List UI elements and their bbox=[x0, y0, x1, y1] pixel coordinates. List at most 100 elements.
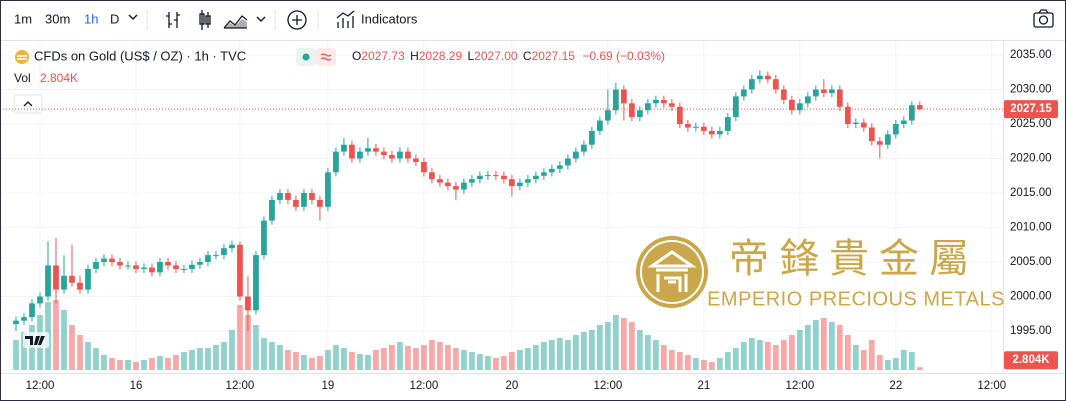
change: −0.69 (−0.03%) bbox=[582, 49, 665, 63]
volume-bar bbox=[413, 348, 419, 370]
collapse-button[interactable] bbox=[13, 94, 43, 114]
candle-body bbox=[325, 172, 331, 207]
volume-bar bbox=[868, 340, 875, 370]
candle-body bbox=[445, 182, 451, 187]
volume-bar bbox=[764, 342, 771, 370]
candle-body bbox=[461, 182, 467, 190]
indicators-button[interactable]: Indicators bbox=[361, 11, 418, 26]
volume-bar bbox=[285, 350, 291, 370]
volume-bar bbox=[421, 345, 427, 370]
candle-body bbox=[860, 122, 867, 128]
volume-bar bbox=[397, 342, 403, 370]
candle-body bbox=[772, 79, 779, 90]
bar-style-icon[interactable] bbox=[166, 12, 180, 28]
volume-bar bbox=[325, 350, 331, 370]
candle-body bbox=[397, 151, 403, 159]
watermark-english: EMPERIO PRECIOUS METALS bbox=[707, 288, 1005, 310]
interval-button[interactable]: 1h bbox=[84, 11, 98, 26]
candle-style-icon[interactable] bbox=[199, 10, 211, 30]
candle-body bbox=[612, 89, 619, 111]
data-delay[interactable] bbox=[316, 48, 336, 66]
volume-bar bbox=[501, 356, 507, 370]
candle-body bbox=[748, 79, 755, 90]
volume-bar bbox=[900, 350, 907, 370]
volume-bar bbox=[612, 315, 619, 370]
candle-body bbox=[557, 165, 563, 169]
interval-button[interactable]: 1m bbox=[14, 11, 32, 26]
volume-bar bbox=[652, 340, 659, 370]
interval-button[interactable]: 30m bbox=[45, 11, 70, 26]
volume-bar bbox=[101, 355, 107, 370]
volume-bar bbox=[908, 352, 915, 370]
ohlc-value: 2027.73 bbox=[361, 49, 405, 63]
candle-body bbox=[173, 265, 179, 269]
x-tick-label: 22 bbox=[889, 380, 902, 392]
y-tick-label: 2025.00 bbox=[1010, 118, 1052, 130]
volume-bar bbox=[437, 342, 443, 370]
volume-bar bbox=[884, 360, 891, 370]
style-dropdown[interactable] bbox=[256, 16, 266, 22]
compare-button[interactable] bbox=[287, 10, 307, 30]
volume-bar bbox=[509, 352, 515, 370]
volume-bar bbox=[317, 356, 323, 370]
candle-body bbox=[29, 303, 35, 318]
ohlc-value: 2028.29 bbox=[419, 49, 463, 63]
candle-body bbox=[341, 144, 347, 152]
candle-body bbox=[477, 175, 483, 180]
volume-bar bbox=[676, 352, 683, 370]
indicators-icon[interactable] bbox=[336, 10, 355, 28]
ohlc-value: 2027.15 bbox=[532, 49, 576, 63]
snapshot-button[interactable] bbox=[1033, 9, 1054, 28]
candle-body bbox=[413, 158, 419, 162]
candle-body bbox=[517, 182, 523, 187]
volume-bar bbox=[229, 330, 235, 370]
area-style-icon[interactable] bbox=[223, 15, 248, 29]
candle-body bbox=[77, 282, 83, 290]
volume-bar bbox=[541, 342, 547, 370]
grid-layer bbox=[0, 41, 1003, 373]
last-volume-label: 2.804K bbox=[1012, 354, 1050, 366]
candle-body bbox=[604, 110, 611, 121]
candle-body bbox=[429, 172, 435, 180]
volume-bar bbox=[636, 330, 643, 370]
y-tick-label: 2015.00 bbox=[1010, 187, 1052, 199]
symbol-icon-mark bbox=[17, 55, 27, 60]
candle-body bbox=[684, 124, 691, 128]
volume-bar bbox=[261, 338, 267, 370]
candle-body bbox=[724, 117, 731, 131]
volume-bar bbox=[708, 362, 715, 370]
volume-bar bbox=[788, 335, 795, 370]
volume-bar bbox=[732, 348, 739, 370]
candle-body bbox=[644, 103, 651, 111]
x-tick-label: 20 bbox=[505, 380, 518, 392]
candle-body bbox=[597, 120, 603, 131]
volume-bar bbox=[269, 342, 275, 370]
candle-body bbox=[501, 175, 507, 180]
candle-body bbox=[373, 148, 379, 152]
interval-dropdown[interactable] bbox=[128, 14, 138, 20]
y-tick-label: 2010.00 bbox=[1010, 222, 1052, 234]
candle-body bbox=[668, 103, 675, 107]
candle-body bbox=[469, 179, 475, 183]
candle-body bbox=[109, 258, 115, 263]
y-tick-label: 2000.00 bbox=[1010, 291, 1052, 303]
candle-body bbox=[756, 75, 763, 80]
volume-bar bbox=[469, 352, 475, 370]
volume-bar bbox=[620, 318, 627, 370]
volume-bar bbox=[836, 325, 843, 370]
volume-bar bbox=[852, 345, 859, 370]
interval-button[interactable]: D bbox=[110, 11, 119, 26]
x-tick-label: 12:00 bbox=[410, 380, 439, 392]
x-tick-label: 12:00 bbox=[226, 380, 255, 392]
delay-icon bbox=[320, 53, 332, 61]
candle-body bbox=[836, 89, 843, 107]
volume-bar bbox=[700, 360, 707, 370]
volume-bar bbox=[389, 345, 395, 370]
volume-bar bbox=[141, 360, 147, 370]
volume-bar bbox=[21, 332, 27, 370]
x-tick-label: 12:00 bbox=[977, 380, 1006, 392]
volume-bar bbox=[748, 338, 755, 370]
candle-body bbox=[317, 199, 323, 207]
candle-body bbox=[525, 179, 531, 183]
y-tick-label: 2035.00 bbox=[1010, 49, 1052, 61]
